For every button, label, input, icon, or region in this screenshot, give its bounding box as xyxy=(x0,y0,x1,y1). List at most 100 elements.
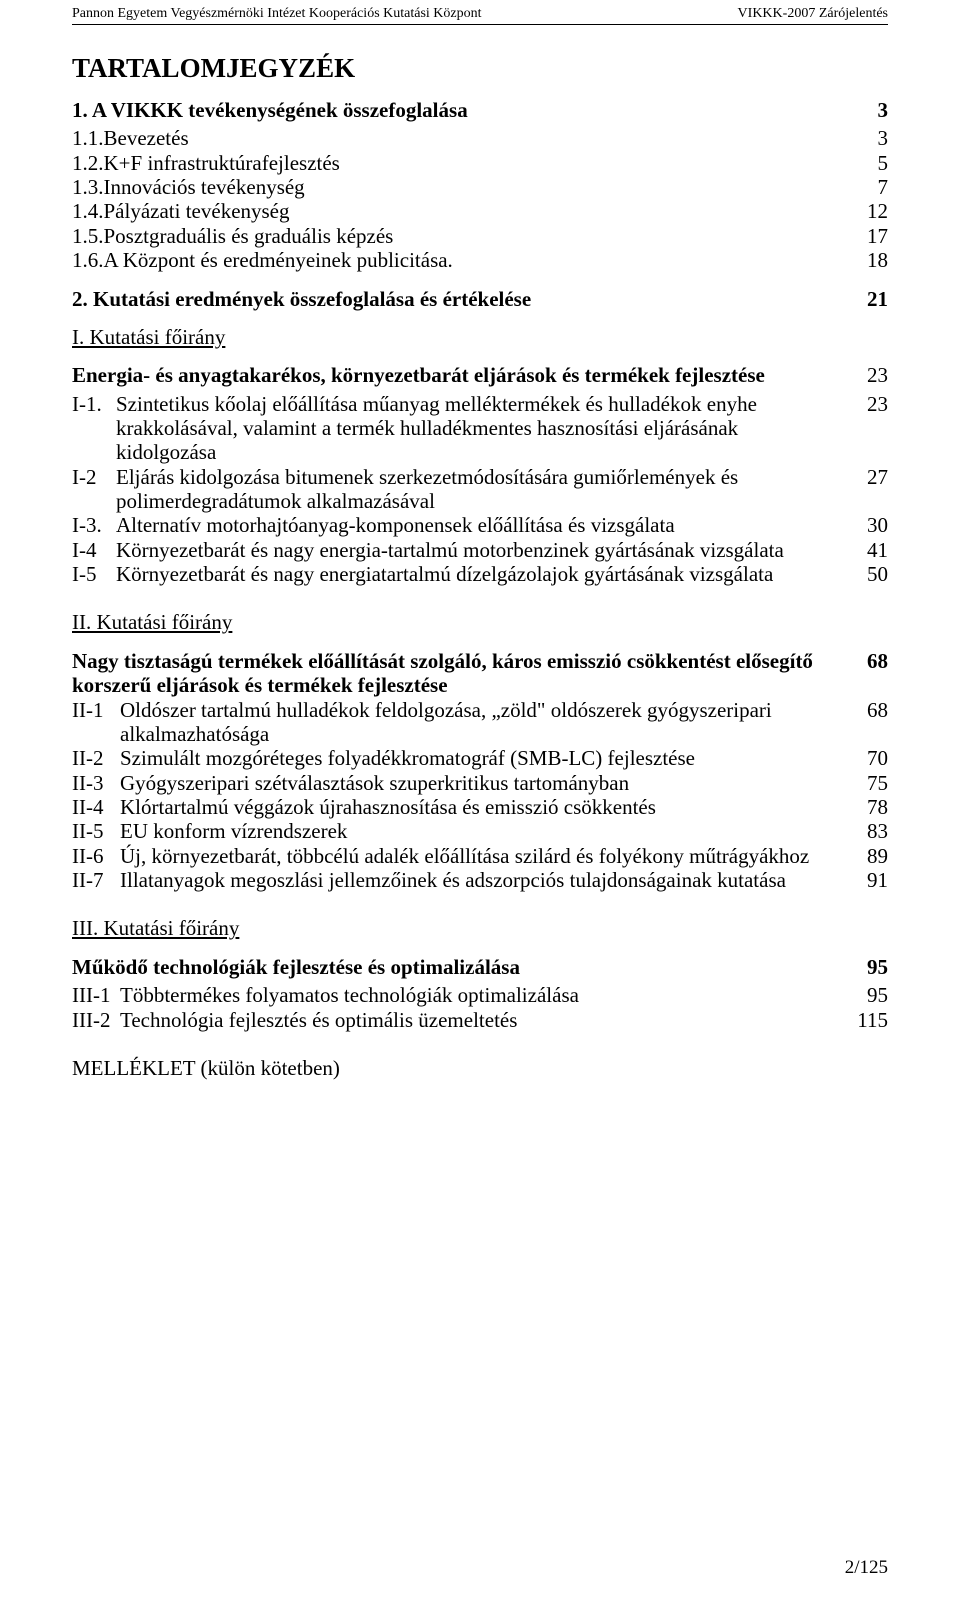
toc-text: Szintetikus kőolaj előállítása műanyag m… xyxy=(116,392,832,465)
toc-entry: II-6Új, környezetbarát, többcélú adalék … xyxy=(72,844,848,868)
dirIII-title: III. Kutatási főirány xyxy=(72,916,848,940)
dirI-subtitle-row: Energia- és anyagtakarékos, környezetbar… xyxy=(72,363,888,387)
dirII-title-row: II. Kutatási főirány xyxy=(72,610,888,634)
toc-page: 95 xyxy=(848,983,888,1007)
toc-prefix: II-3 xyxy=(72,771,120,795)
toc-row: 1.4.Pályázati tevékenység 12 xyxy=(72,199,888,223)
toc-prefix: I-1. xyxy=(72,392,116,416)
dirI-title-row: I. Kutatási főirány xyxy=(72,325,888,349)
toc-page: 75 xyxy=(848,771,888,795)
toc-page: 3 xyxy=(848,126,888,150)
toc-row: I-2Eljárás kidolgozása bitumenek szerkez… xyxy=(72,465,888,514)
page-title: TARTALOMJEGYZÉK xyxy=(72,53,888,84)
toc-page: 23 xyxy=(848,392,888,416)
toc-text: Szimulált mozgóréteges folyadékkromatogr… xyxy=(120,746,836,770)
toc-page: 78 xyxy=(848,795,888,819)
toc-row: III-1Többtermékes folyamatos technológiá… xyxy=(72,983,888,1007)
toc-row: 1.5.Posztgraduális és graduális képzés 1… xyxy=(72,224,888,248)
dirI-subtitle: Energia- és anyagtakarékos, környezetbar… xyxy=(72,363,848,387)
toc-entry: I-3.Alternatív motorhajtóanyag-komponens… xyxy=(72,513,848,537)
section2-page: 21 xyxy=(848,287,888,311)
toc-page: 70 xyxy=(848,746,888,770)
toc-text: Új, környezetbarát, többcélú adalék előá… xyxy=(120,844,836,868)
toc-prefix: I-4 xyxy=(72,538,116,562)
toc-page: 89 xyxy=(848,844,888,868)
toc-entry: II-7Illatanyagok megoszlási jellemzőinek… xyxy=(72,868,848,892)
toc-prefix: II-6 xyxy=(72,844,120,868)
toc-page: 115 xyxy=(848,1008,888,1032)
toc-row: I-3.Alternatív motorhajtóanyag-komponens… xyxy=(72,513,888,537)
toc-entry: II-3Gyógyszeripari szétválasztások szupe… xyxy=(72,771,848,795)
toc-prefix: II-5 xyxy=(72,819,120,843)
toc-row: II-4Klórtartalmú véggázok újrahasznosítá… xyxy=(72,795,888,819)
toc-text: Illatanyagok megoszlási jellemzőinek és … xyxy=(120,868,836,892)
toc-entry: II-5EU konform vízrendszerek xyxy=(72,819,848,843)
appendix-row: MELLÉKLET (külön kötetben) xyxy=(72,1056,888,1080)
toc-text: Oldószer tartalmú hulladékok feldolgozás… xyxy=(120,698,836,747)
dirII-subtitle: Nagy tisztaságú termékek előállítását sz… xyxy=(72,649,848,698)
toc-page: 5 xyxy=(848,151,888,175)
section1-heading-row: 1. A VIKKK tevékenységének összefoglalás… xyxy=(72,98,888,122)
dirII-title: II. Kutatási főirány xyxy=(72,610,848,634)
toc-row: 1.6.A Központ és eredményeinek publicitá… xyxy=(72,248,888,272)
toc-text: Környezetbarát és nagy energia-tartalmú … xyxy=(116,538,832,562)
document-page: Pannon Egyetem Vegyészmérnöki Intézet Ko… xyxy=(0,0,960,1597)
page-header: Pannon Egyetem Vegyészmérnöki Intézet Ko… xyxy=(72,0,888,25)
toc-text: Technológia fejlesztés és optimális üzem… xyxy=(120,1008,836,1032)
toc-row: 1.1.Bevezetés 3 xyxy=(72,126,888,150)
dirI-title: I. Kutatási főirány xyxy=(72,325,848,349)
dirIII-subtitle-row: Működő technológiák fejlesztése és optim… xyxy=(72,955,888,979)
section1-page: 3 xyxy=(848,98,888,122)
toc-page: 41 xyxy=(848,538,888,562)
toc-prefix: I-2 xyxy=(72,465,116,489)
toc-row: II-1Oldószer tartalmú hulladékok feldolg… xyxy=(72,698,888,747)
toc-label: 1.2.K+F infrastruktúrafejlesztés xyxy=(72,151,848,175)
toc-entry: I-5Környezetbarát és nagy energiatartalm… xyxy=(72,562,848,586)
toc-text: Gyógyszeripari szétválasztások szuperkri… xyxy=(120,771,836,795)
toc-entry: III-1Többtermékes folyamatos technológiá… xyxy=(72,983,848,1007)
toc-row: 1.3.Innovációs tevékenység 7 xyxy=(72,175,888,199)
dirIII-subtitle: Működő technológiák fejlesztése és optim… xyxy=(72,955,848,979)
toc-prefix: II-1 xyxy=(72,698,120,722)
toc-row: III-2Technológia fejlesztés és optimális… xyxy=(72,1008,888,1032)
toc-text: EU konform vízrendszerek xyxy=(120,819,836,843)
toc-text: Alternatív motorhajtóanyag-komponensek e… xyxy=(116,513,832,537)
section2-heading: 2. Kutatási eredmények összefoglalása és… xyxy=(72,287,848,311)
toc-prefix: III-1 xyxy=(72,983,120,1007)
toc-row: II-5EU konform vízrendszerek 83 xyxy=(72,819,888,843)
dirI-subtitle-page: 23 xyxy=(848,363,888,387)
header-left: Pannon Egyetem Vegyészmérnöki Intézet Ko… xyxy=(72,6,482,22)
page-number: 2/125 xyxy=(845,1557,888,1579)
toc-label: 1.5.Posztgraduális és graduális képzés xyxy=(72,224,848,248)
toc-row: I-4Környezetbarát és nagy energia-tartal… xyxy=(72,538,888,562)
toc-page: 7 xyxy=(848,175,888,199)
toc-prefix: III-2 xyxy=(72,1008,120,1032)
toc-text: Eljárás kidolgozása bitumenek szerkezetm… xyxy=(116,465,832,514)
dirIII-title-row: III. Kutatási főirány xyxy=(72,916,888,940)
toc-label: 1.4.Pályázati tevékenység xyxy=(72,199,848,223)
section2-heading-row: 2. Kutatási eredmények összefoglalása és… xyxy=(72,287,888,311)
toc-row: I-1.Szintetikus kőolaj előállítása műany… xyxy=(72,392,888,465)
appendix-label: MELLÉKLET (külön kötetben) xyxy=(72,1056,848,1080)
dirII-subtitle-page: 68 xyxy=(848,649,888,673)
dirIII-subtitle-page: 95 xyxy=(848,955,888,979)
toc-page: 17 xyxy=(848,224,888,248)
toc-text: Környezetbarát és nagy energiatartalmú d… xyxy=(116,562,832,586)
toc-prefix: I-5 xyxy=(72,562,116,586)
toc-entry: I-2Eljárás kidolgozása bitumenek szerkez… xyxy=(72,465,848,514)
toc-row: II-2Szimulált mozgóréteges folyadékkroma… xyxy=(72,746,888,770)
toc-page: 50 xyxy=(848,562,888,586)
toc-row: II-3Gyógyszeripari szétválasztások szupe… xyxy=(72,771,888,795)
toc-page: 27 xyxy=(848,465,888,489)
toc-text: Többtermékes folyamatos technológiák opt… xyxy=(120,983,836,1007)
toc-prefix: II-4 xyxy=(72,795,120,819)
toc-row: II-7Illatanyagok megoszlási jellemzőinek… xyxy=(72,868,888,892)
toc-row: I-5Környezetbarát és nagy energiatartalm… xyxy=(72,562,888,586)
toc-entry: I-4Környezetbarát és nagy energia-tartal… xyxy=(72,538,848,562)
toc-page: 12 xyxy=(848,199,888,223)
toc-entry: II-2Szimulált mozgóréteges folyadékkroma… xyxy=(72,746,848,770)
toc-label: 1.3.Innovációs tevékenység xyxy=(72,175,848,199)
toc-page: 30 xyxy=(848,513,888,537)
header-right: VIKKK-2007 Zárójelentés xyxy=(738,6,888,22)
toc-entry: II-4Klórtartalmú véggázok újrahasznosítá… xyxy=(72,795,848,819)
